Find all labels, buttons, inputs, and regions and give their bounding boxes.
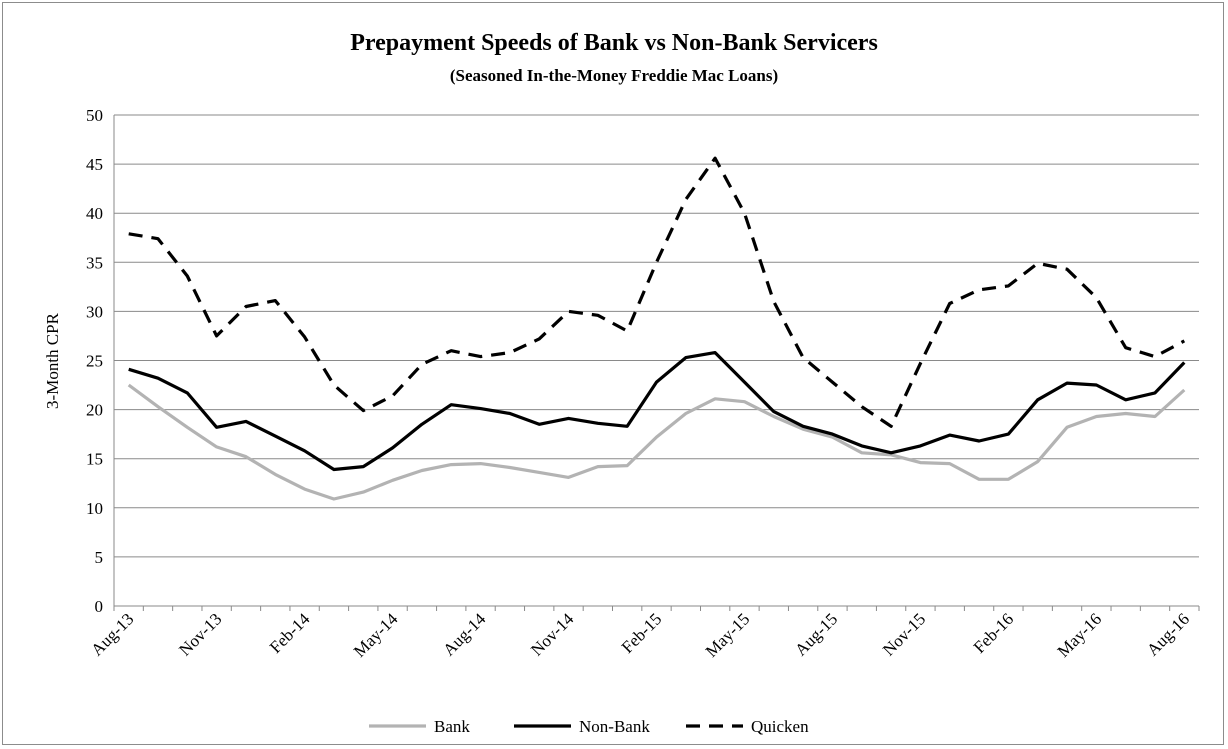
y-tick-label: 50 [86,106,103,125]
series-lines [127,156,1186,501]
gridlines [114,114,1199,558]
x-tick-label: Feb-14 [266,609,314,657]
y-tick-label: 10 [86,499,103,518]
series-line-bank [127,383,1186,501]
y-tick-label: 30 [86,302,103,321]
y-tick-label: 40 [86,204,103,223]
x-tick-label: May-15 [702,609,753,660]
x-tick-label: Aug-13 [87,609,137,659]
x-tick-label: May-14 [350,609,402,661]
y-tick-label: 5 [95,548,104,567]
x-tick-label: Nov-14 [527,609,578,660]
series-line-quicken [128,156,1186,428]
x-tick-labels: Aug-13 Nov-13 Feb-14 May-14 Aug-14 Nov-14 Feb-… [87,609,1193,661]
x-tick-label: Feb-16 [970,609,1017,656]
y-tick-label: 35 [86,253,103,272]
x-tick-label: Nov-15 [879,609,929,659]
legend-label: Non-Bank [579,717,650,736]
y-tick-labels: 0 5 10 15 20 25 30 35 40 45 50 [86,106,103,616]
y-tick-label: 25 [86,352,103,371]
y-axis-label: 3-Month CPR [43,312,62,409]
y-tick-label: 20 [86,401,103,420]
axes [113,115,1200,611]
x-tick-label: Aug-16 [1143,609,1193,659]
x-tick-label: Nov-13 [175,609,225,659]
y-tick-label: 0 [95,597,104,616]
y-tick-label: 15 [86,450,103,469]
legend-label: Quicken [751,717,809,736]
chart-subtitle: (Seasoned In-the-Money Freddie Mac Loans… [449,66,779,85]
x-tick-label: Aug-14 [439,609,490,660]
series-line-non-bank [128,351,1186,472]
x-tick-label: Feb-15 [618,609,665,656]
y-tick-label: 45 [86,155,103,174]
x-tick-label: May-16 [1054,609,1105,660]
legend-label: Bank [434,717,470,736]
x-tick-label: Aug-15 [791,609,841,659]
legend: Bank Non-Bank Quicken [369,717,809,736]
chart-title: Prepayment Speeds of Bank vs Non-Bank Se… [350,30,878,56]
